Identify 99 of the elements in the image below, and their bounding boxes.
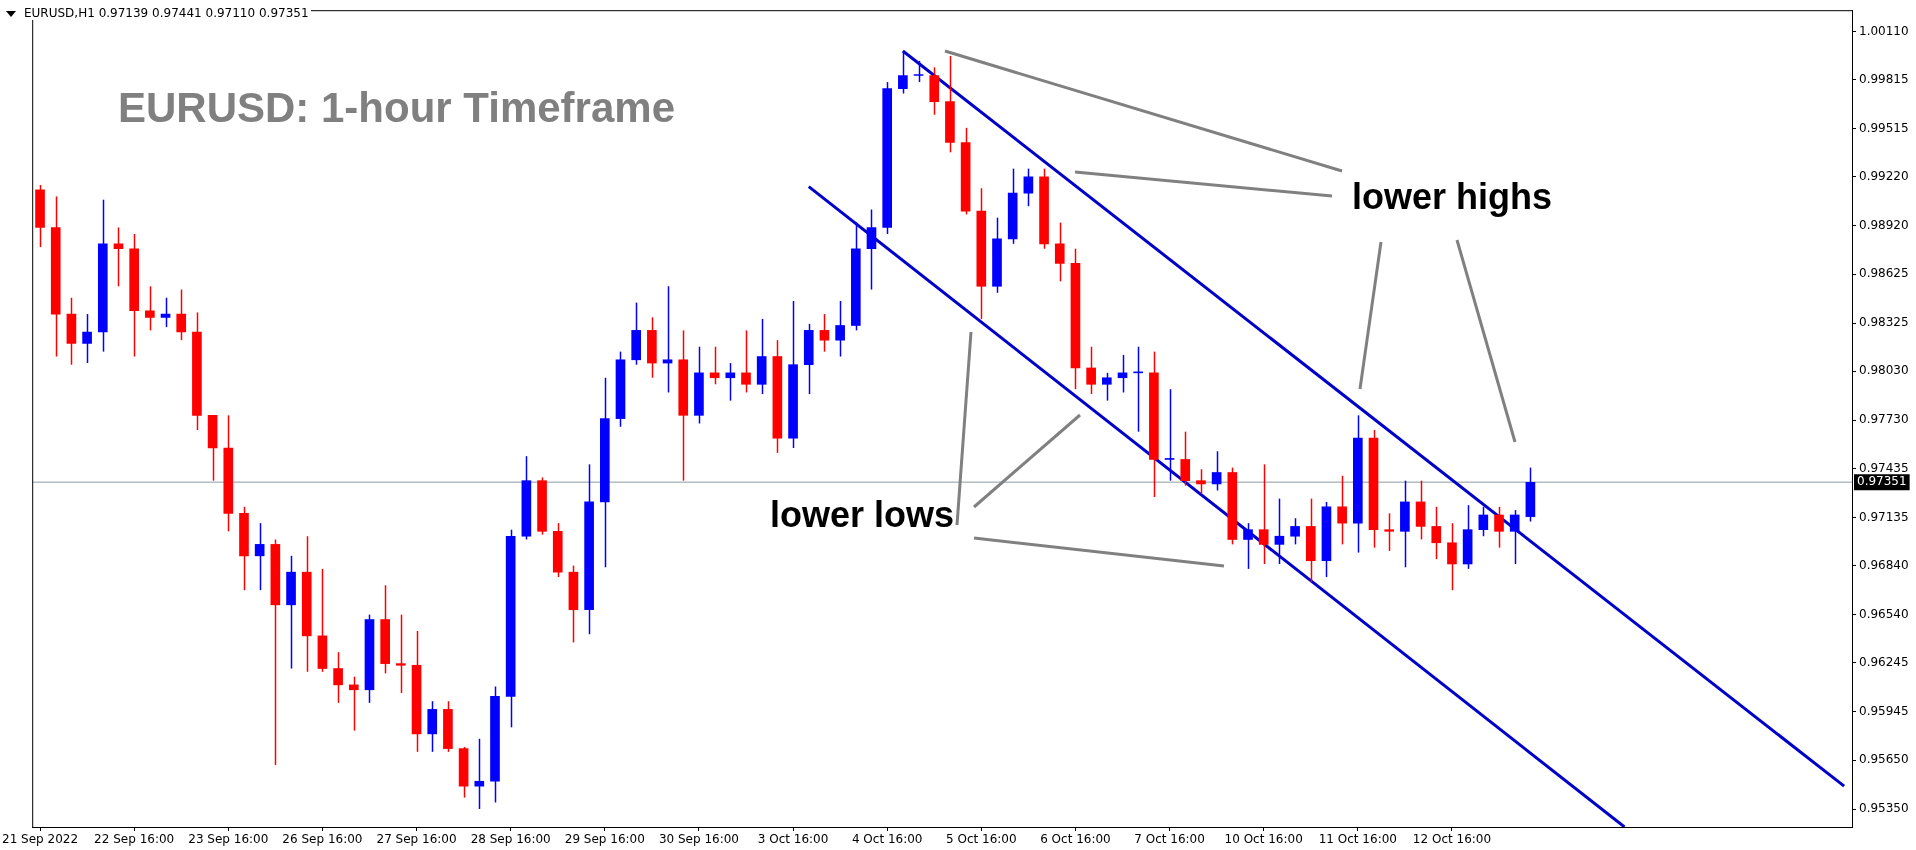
candlestick (537, 476, 547, 536)
candlestick (741, 329, 751, 394)
candlestick (1337, 475, 1347, 546)
candlestick (97, 198, 108, 353)
candlestick (1431, 506, 1442, 560)
y-tick-label: 0.99515 (1859, 120, 1909, 135)
y-tick-label: 0.97730 (1859, 412, 1909, 427)
candlestick (992, 216, 1002, 294)
y-tick-label: 1.00110 (1859, 23, 1909, 38)
candlestick (427, 700, 438, 753)
x-tick-label: 22 Sep 16:00 (94, 832, 175, 847)
y-tick-label: 0.98625 (1859, 266, 1909, 281)
candlestick (443, 700, 453, 753)
y-tick-label: 0.99220 (1859, 168, 1909, 183)
x-tick-label: 23 Sep 16:00 (188, 832, 269, 847)
x-tick-label: 28 Sep 16:00 (470, 832, 551, 847)
candlestick (1164, 388, 1175, 482)
y-tick-label: 0.98920 (1859, 217, 1909, 232)
x-tick-label: 26 Sep 16:00 (282, 832, 363, 847)
candlestick (490, 685, 500, 804)
candlestick (631, 301, 642, 366)
candlestick (1258, 463, 1269, 565)
candlestick (286, 555, 296, 670)
y-tick-label: 0.95350 (1859, 801, 1909, 816)
x-tick-label: 29 Sep 16:00 (564, 832, 645, 847)
candlestick (788, 300, 798, 449)
candlestick (1086, 345, 1096, 395)
candlestick (850, 221, 861, 332)
candlestick (882, 81, 893, 235)
x-tick-label: 7 Oct 16:00 (1134, 832, 1205, 847)
x-tick-label: 6 Oct 16:00 (1040, 832, 1111, 847)
text: EURUSD: 1-hour Timeframe (118, 84, 675, 132)
candlestick (1290, 517, 1300, 546)
candlestick (1196, 468, 1206, 495)
y-tick-label: 0.96840 (1859, 557, 1909, 572)
y-tick-label: 0.95945 (1859, 703, 1909, 718)
y-tick-label: 0.98030 (1859, 363, 1909, 378)
candlestick (1400, 479, 1410, 569)
candlestick (1447, 522, 1457, 591)
candlestick (129, 233, 139, 358)
candlestick (803, 323, 814, 395)
candlestick (552, 522, 563, 578)
candlestick (1227, 466, 1238, 546)
candlestick (1007, 167, 1018, 245)
candlestick (1353, 414, 1363, 554)
y-tick-label: 0.97135 (1859, 509, 1909, 524)
x-tick-label: 11 Oct 16:00 (1318, 832, 1397, 847)
candlestick (835, 300, 845, 358)
candlestick (1305, 497, 1316, 583)
chart-subtitle: EURUSD,H1 0.97139 0.97441 0.97110 0.97351 (22, 6, 311, 20)
candlestick (678, 329, 689, 482)
candlestick (301, 535, 312, 673)
candlestick (82, 313, 92, 364)
candlestick (1180, 430, 1191, 487)
x-tick-label: 30 Sep 16:00 (658, 832, 739, 847)
candlestick (1039, 167, 1049, 250)
candlestick (599, 377, 610, 569)
x-tick-label: 21 Sep 2022 (2, 832, 79, 847)
candlestick (647, 316, 657, 379)
candlestick (976, 187, 987, 320)
candlestick (913, 60, 924, 83)
candlestick (396, 613, 406, 694)
annotation: lower highs (1352, 176, 1553, 218)
candlestick (35, 184, 45, 248)
x-tick-label: 10 Oct 16:00 (1224, 832, 1303, 847)
candlestick (505, 528, 516, 729)
x-tick-label: 3 Oct 16:00 (757, 832, 829, 847)
candlestick (584, 463, 594, 635)
candlestick (176, 288, 187, 341)
x-tick-label: 12 Oct 16:00 (1412, 832, 1492, 847)
candlestick (223, 414, 234, 533)
annotation: lower lows (770, 494, 955, 536)
candlestick (929, 66, 940, 116)
candlestick (898, 50, 908, 95)
candlestick (1101, 372, 1112, 402)
candlestick (145, 285, 155, 332)
x-tick-label: 27 Sep 16:00 (376, 832, 457, 847)
candlestick (1243, 522, 1253, 570)
candlestick (50, 195, 61, 358)
candlestick (1494, 506, 1504, 549)
candlestick (1054, 221, 1065, 283)
candlestick (333, 651, 343, 704)
y-tick-label: 0.96540 (1859, 606, 1909, 621)
ref-line-label: 0.97351 (1857, 474, 1907, 489)
candlestick (1384, 512, 1395, 552)
candlestick (694, 345, 704, 425)
y-tick-label: 0.99815 (1859, 71, 1909, 86)
candlestick (756, 318, 767, 395)
x-tick-label: 5 Oct 16:00 (946, 832, 1017, 847)
candlestick (1149, 350, 1159, 498)
y-tick-label: 0.98325 (1859, 315, 1909, 330)
y-tick-label: 0.95650 (1859, 752, 1909, 767)
candlestick (239, 506, 249, 591)
y-tick-label: 0.97435 (1859, 460, 1909, 475)
y-tick-label: 0.96245 (1859, 654, 1909, 669)
candlestick (1509, 509, 1520, 565)
candlestick (192, 311, 202, 431)
candlestick (380, 584, 390, 675)
x-tick-label: 4 Oct 16:00 (851, 832, 923, 847)
